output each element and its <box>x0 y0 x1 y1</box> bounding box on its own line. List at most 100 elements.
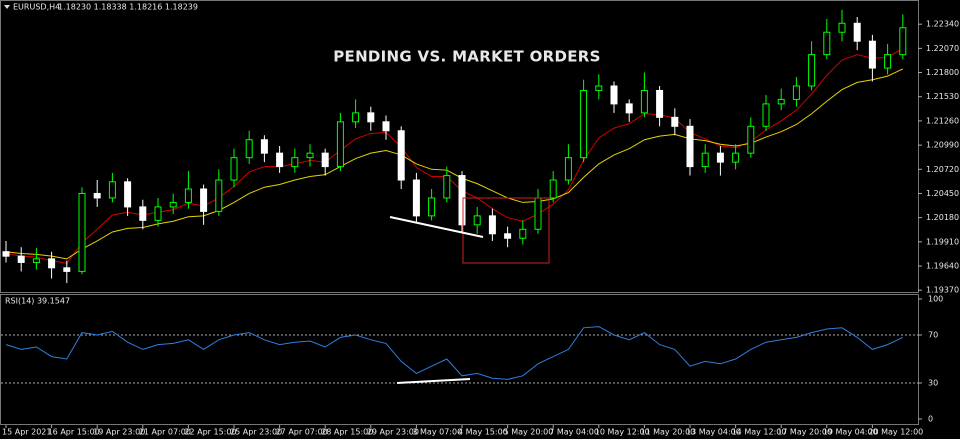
candle-body <box>2 251 10 257</box>
candle-body <box>139 206 147 221</box>
y-tick-label: 1.19910 <box>926 237 959 246</box>
y-tick-label: 1.21530 <box>926 92 959 101</box>
y-tick-label: 1.22070 <box>926 44 959 53</box>
candle-body <box>853 22 861 42</box>
x-tick-label: 7 May 04:00 <box>549 428 599 437</box>
candle-body <box>549 179 557 199</box>
candle-body <box>412 179 420 217</box>
rsi-trend-line <box>396 378 471 384</box>
candle-body <box>610 85 618 105</box>
candle-body <box>352 112 360 123</box>
x-tick-label: 27 Apr 07:00 <box>276 428 328 437</box>
candle-body <box>808 54 816 87</box>
x-tick-label: 17 May 20:00 <box>777 428 832 437</box>
candle-body <box>169 201 177 208</box>
candle-body <box>534 197 542 230</box>
x-tick-label: 21 Apr 07:00 <box>139 428 191 437</box>
x-tick-label: 3 May 07:00 <box>412 428 462 437</box>
y-tick-label: 1.22340 <box>926 20 959 29</box>
y-tick-label: 0 <box>928 415 933 424</box>
candle-body <box>245 139 253 159</box>
candle-body <box>595 85 603 91</box>
x-tick-label: 14 May 12:00 <box>732 428 787 437</box>
candle-body <box>640 89 648 114</box>
x-tick-label: 4 May 15:00 <box>458 428 508 437</box>
x-tick-label: 25 Apr 23:00 <box>230 428 282 437</box>
candle-body <box>701 152 709 168</box>
candle-body <box>777 98 785 105</box>
candle-body <box>200 188 208 212</box>
rsi-title: RSI(14) 39.1547 <box>5 297 70 306</box>
candle-body <box>428 197 436 217</box>
plot-layer: 1.22340 1.22070 1.21800 1.21530 1.21260 1.209… <box>1 9 959 437</box>
candle-body <box>32 258 40 263</box>
menu-arrow <box>4 5 10 9</box>
candle-body <box>184 188 192 203</box>
y-tick-label: 1.20180 <box>926 213 959 222</box>
x-tick-label: 22 Apr 15:00 <box>184 428 236 437</box>
annotation-title: PENDING VS. MARKET ORDERS <box>333 48 601 66</box>
x-tick-label: 10 May 12:00 <box>595 428 650 437</box>
x-tick-label: 16 Apr 15:00 <box>48 428 100 437</box>
candle-body <box>291 157 299 168</box>
candle-body <box>48 258 56 269</box>
x-tick-label: 20 May 12:00 <box>868 428 923 437</box>
y-tick-label: 1.21800 <box>926 68 959 77</box>
x-tick-label: 15 Apr 2021 <box>2 428 51 437</box>
candle-body <box>762 103 770 127</box>
quote: 1.18230 1.18338 1.18216 1.18239 <box>58 3 198 12</box>
candle-body <box>230 157 238 181</box>
candle-body <box>686 125 694 168</box>
candle-body <box>473 215 481 226</box>
candle-body <box>382 121 390 132</box>
candle-body <box>397 130 405 181</box>
price-panel-frame <box>0 0 919 293</box>
y-tick-label: 70 <box>928 331 938 340</box>
x-tick-label: 11 May 20:00 <box>640 428 695 437</box>
candle-body <box>215 179 223 212</box>
candle-body <box>792 85 800 100</box>
candle-body <box>124 181 132 208</box>
candle-body <box>276 152 284 168</box>
candle-body <box>336 121 344 168</box>
candle-body <box>17 255 25 263</box>
rsi-line <box>5 326 904 380</box>
candle-body <box>443 175 451 199</box>
candle-body <box>488 215 496 235</box>
y-tick-label: 1.21260 <box>926 116 959 125</box>
candle-body <box>868 40 876 69</box>
highlight-box <box>462 197 550 264</box>
candle-body <box>78 192 86 272</box>
candle-body <box>260 139 268 154</box>
rsi-panel-frame <box>0 294 919 425</box>
x-tick-label: 5 May 20:00 <box>504 428 554 437</box>
candle-body <box>154 206 162 221</box>
candle-body <box>306 152 314 159</box>
candle-body <box>671 116 679 127</box>
candle-body <box>899 27 907 56</box>
candle-body <box>564 157 572 181</box>
trend-line <box>389 216 484 238</box>
candle-body <box>732 152 740 163</box>
candle-body <box>625 103 633 114</box>
symbol: EURUSD,H4 <box>13 3 60 12</box>
y-tick-label: 1.19370 <box>926 286 959 295</box>
candle-body <box>838 22 846 33</box>
candle-body <box>63 267 71 272</box>
candle-body <box>747 125 755 154</box>
candle-body <box>458 175 466 226</box>
y-tick-label: 1.19640 <box>926 262 959 271</box>
candle-body <box>321 152 329 168</box>
x-tick-label: 29 Apr 23:00 <box>367 428 419 437</box>
candle-body <box>884 54 892 69</box>
x-tick-label: 19 May 04:00 <box>823 428 878 437</box>
candle-body <box>823 31 831 56</box>
candle-body <box>367 112 375 123</box>
x-tick-label: 28 Apr 15:00 <box>321 428 373 437</box>
y-tick-label: 1.20990 <box>926 141 959 150</box>
x-tick-label: 13 May 04:00 <box>686 428 741 437</box>
y-tick-label: 1.20720 <box>926 165 959 174</box>
candle-body <box>108 181 116 199</box>
y-tick-label: 1.20450 <box>926 189 959 198</box>
candle-body <box>580 89 588 159</box>
